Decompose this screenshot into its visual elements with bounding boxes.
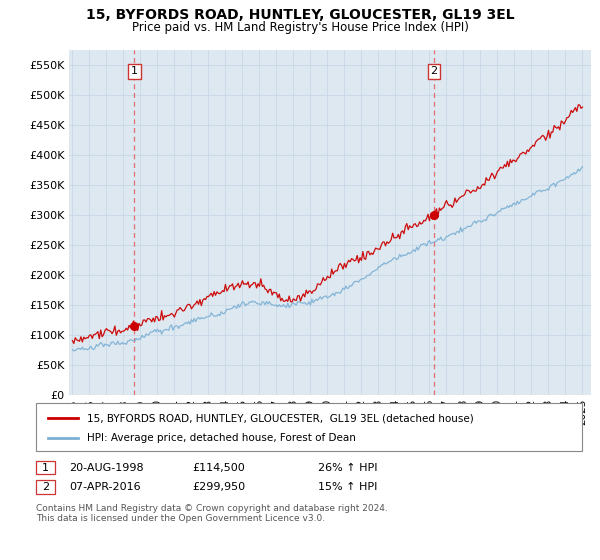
Text: £299,950: £299,950 (192, 482, 245, 492)
Text: 15, BYFORDS ROAD, HUNTLEY, GLOUCESTER,  GL19 3EL (detached house): 15, BYFORDS ROAD, HUNTLEY, GLOUCESTER, G… (87, 413, 474, 423)
Text: 2: 2 (42, 482, 49, 492)
Text: Price paid vs. HM Land Registry's House Price Index (HPI): Price paid vs. HM Land Registry's House … (131, 21, 469, 34)
Text: Contains HM Land Registry data © Crown copyright and database right 2024.
This d: Contains HM Land Registry data © Crown c… (36, 504, 388, 524)
Text: 26% ↑ HPI: 26% ↑ HPI (318, 463, 377, 473)
Text: £114,500: £114,500 (192, 463, 245, 473)
Text: 2: 2 (430, 67, 437, 76)
Text: 1: 1 (131, 67, 138, 76)
Text: 20-AUG-1998: 20-AUG-1998 (69, 463, 143, 473)
Text: 15% ↑ HPI: 15% ↑ HPI (318, 482, 377, 492)
Text: 1: 1 (42, 463, 49, 473)
Text: HPI: Average price, detached house, Forest of Dean: HPI: Average price, detached house, Fore… (87, 433, 356, 444)
Text: 07-APR-2016: 07-APR-2016 (69, 482, 140, 492)
Text: 15, BYFORDS ROAD, HUNTLEY, GLOUCESTER, GL19 3EL: 15, BYFORDS ROAD, HUNTLEY, GLOUCESTER, G… (86, 8, 514, 22)
